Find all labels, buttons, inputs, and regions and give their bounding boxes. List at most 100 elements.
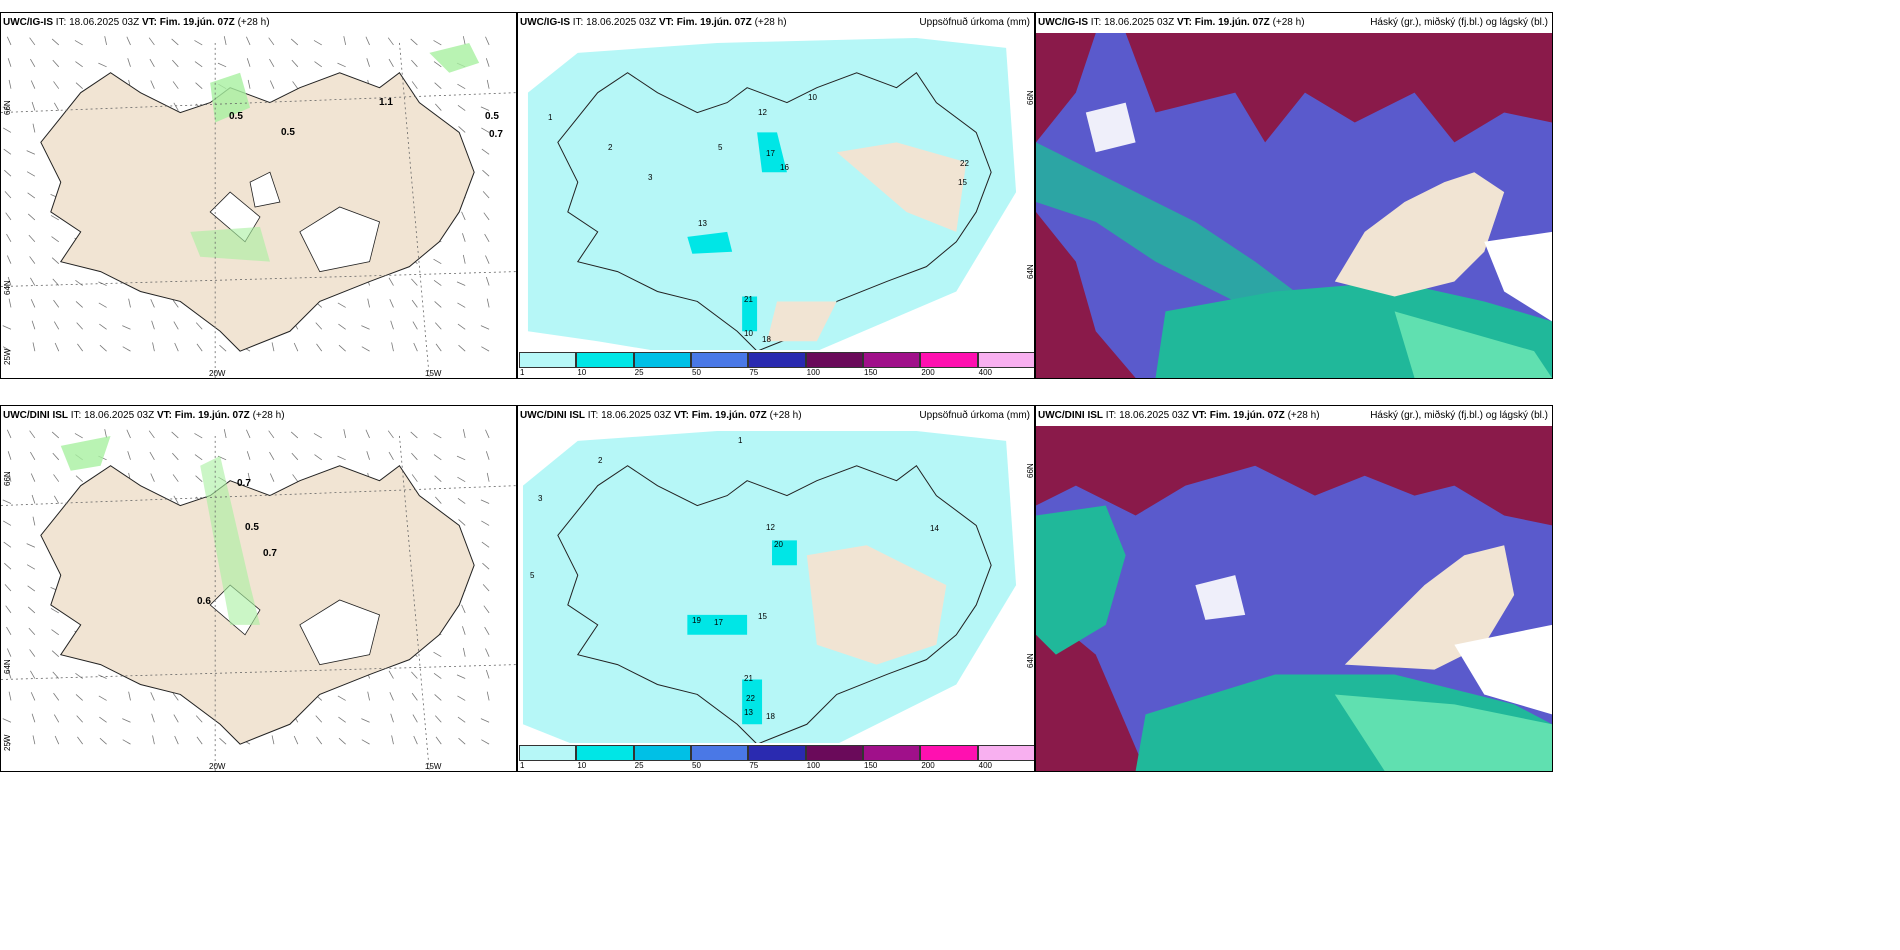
wind-barb — [456, 455, 466, 461]
wind-barb — [149, 58, 155, 68]
wind-barb — [480, 718, 490, 723]
wind-barb — [337, 695, 346, 701]
precip-value: 10 — [808, 93, 817, 102]
precip-value: 20 — [774, 540, 783, 549]
wind-barb — [128, 691, 131, 701]
wind-barb — [174, 735, 179, 745]
panel-header: UWC/IG-IS IT: 18.06.2025 03Z VT: Fim. 19… — [1, 13, 516, 33]
wind-barb — [75, 279, 83, 286]
colorbar-swatch — [691, 745, 749, 761]
wind-barb — [391, 342, 394, 352]
wind-barb — [53, 81, 60, 89]
wind-barb — [174, 342, 179, 352]
wind-barb — [6, 36, 12, 46]
lat-label-64: 64N — [3, 659, 12, 674]
wind-barb — [5, 212, 12, 221]
wind-barb — [31, 494, 36, 504]
wind-barb — [99, 737, 107, 745]
wind-barb — [483, 605, 490, 614]
wind-barb — [29, 430, 36, 439]
wind-barb — [268, 430, 275, 439]
wind-barb — [32, 516, 36, 526]
wind-barb — [316, 736, 323, 745]
wind-barb — [292, 474, 299, 482]
wind-barb — [269, 58, 275, 68]
wind-barb — [30, 58, 36, 68]
precip-value: 2 — [598, 456, 603, 465]
wind-barb — [434, 694, 442, 701]
wind-barb — [149, 451, 155, 461]
wind-barb — [457, 323, 466, 330]
map-value: 0.7 — [237, 478, 251, 489]
colorbar-tick: 200 — [921, 368, 935, 377]
wind-barb — [8, 298, 12, 308]
wind-barb — [196, 736, 203, 745]
wind-barb — [31, 713, 36, 723]
wind-barb — [51, 236, 60, 243]
wind-barb — [434, 496, 442, 504]
wind-barb — [195, 475, 203, 482]
wind-barb — [390, 320, 394, 330]
wind-barb — [338, 716, 346, 723]
wind-barb — [27, 192, 36, 199]
wind-barb — [223, 36, 227, 46]
colorbar-tick: 75 — [749, 368, 759, 377]
wind-barb — [8, 472, 12, 482]
wind-barb — [485, 255, 490, 264]
wind-barb — [314, 454, 322, 461]
wind-barb — [411, 671, 418, 679]
wind-barb — [462, 626, 466, 635]
wind-barb — [434, 103, 442, 111]
colorbar-tick: 50 — [692, 761, 701, 770]
wind-barb — [51, 38, 60, 46]
wind-barb — [413, 735, 418, 745]
map-value: 0.5 — [245, 522, 259, 533]
wind-barb — [32, 735, 36, 745]
wind-barb — [291, 452, 299, 461]
wind-barb — [194, 433, 203, 439]
wind-barb — [148, 430, 155, 439]
wind-barb — [74, 40, 83, 46]
wind-barb — [30, 80, 36, 89]
wind-barb — [484, 233, 490, 242]
wind-barb — [152, 342, 155, 352]
precip-value: 3 — [538, 494, 543, 503]
wind-barb — [292, 81, 299, 89]
wind-barb — [4, 584, 12, 592]
wind-barb — [387, 430, 394, 439]
wind-barb — [7, 276, 12, 286]
colorbar-tick: 1 — [520, 761, 525, 770]
wind-barb — [128, 298, 131, 308]
wind-barb — [196, 343, 203, 352]
wind-barb — [485, 36, 490, 46]
wind-barb — [433, 433, 442, 439]
panel-title: Uppsöfnuð úrkoma (mm) — [919, 17, 1030, 28]
wind-barb — [433, 651, 442, 658]
wind-barb — [99, 716, 107, 723]
wind-barb — [6, 429, 12, 439]
wind-barb — [52, 278, 60, 286]
wind-barb — [27, 585, 36, 592]
wind-barb — [6, 626, 12, 635]
colorbar: 1 10 25 50 75 100 150 200 400 — [518, 743, 1034, 771]
wind-barb — [293, 735, 299, 745]
wind-barb — [361, 739, 370, 745]
precip-value: 16 — [780, 163, 789, 172]
wind-barb — [456, 281, 466, 286]
wind-barb — [482, 584, 490, 592]
colorbar: 1 10 25 50 75 100 150 200 400 — [518, 350, 1034, 378]
wind-barb — [32, 123, 36, 133]
wind-barb — [485, 648, 490, 657]
wind-barb — [126, 36, 131, 46]
wind-barb — [367, 691, 370, 701]
wind-barb — [77, 736, 84, 745]
wind-barb — [122, 346, 131, 352]
wind-barb — [8, 691, 12, 701]
colorbar-swatch — [691, 352, 749, 368]
wind-barb — [481, 127, 490, 133]
wind-barb — [388, 58, 394, 68]
wind-barb — [412, 321, 418, 330]
wind-map — [1, 33, 516, 378]
wind-barb — [99, 344, 107, 352]
wind-barb — [51, 629, 60, 636]
